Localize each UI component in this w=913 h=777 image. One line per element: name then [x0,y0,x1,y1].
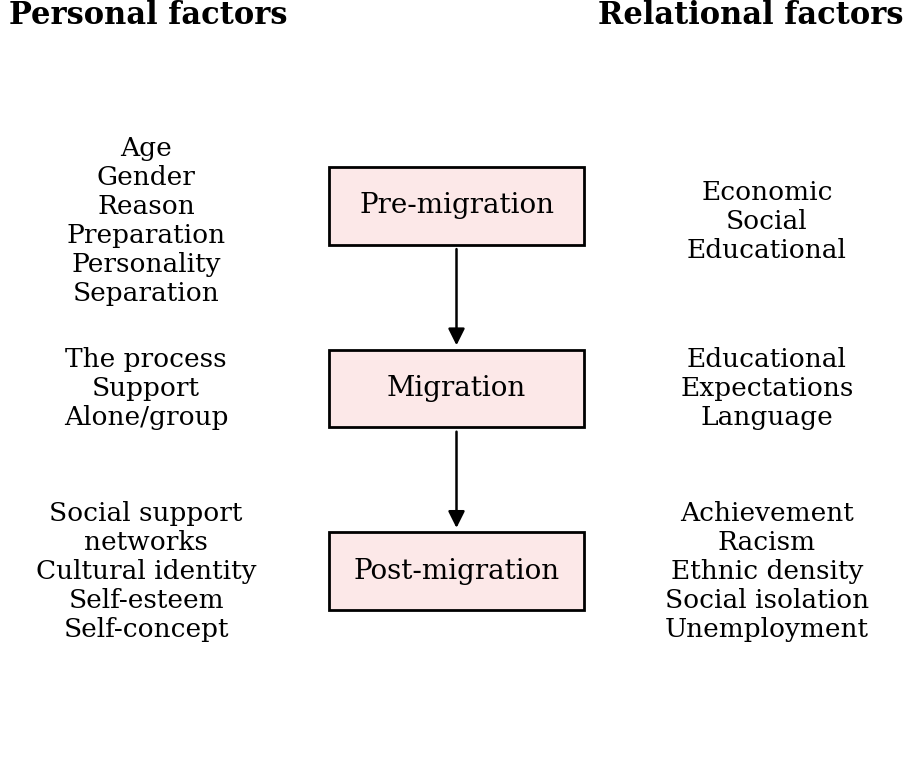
Text: Personal factors: Personal factors [9,0,288,31]
FancyBboxPatch shape [329,350,584,427]
Text: Relational factors: Relational factors [598,0,904,31]
Text: Educational
Expectations
Language: Educational Expectations Language [680,347,854,430]
Text: Migration: Migration [387,375,526,402]
FancyBboxPatch shape [329,167,584,245]
Text: Post-migration: Post-migration [353,558,560,584]
Text: Social support
networks
Cultural identity
Self-esteem
Self-concept: Social support networks Cultural identit… [36,500,257,642]
Text: The process
Support
Alone/group: The process Support Alone/group [64,347,228,430]
Text: Economic
Social
Educational: Economic Social Educational [687,180,847,263]
Text: Pre-migration: Pre-migration [359,193,554,219]
FancyBboxPatch shape [329,532,584,610]
Text: Achievement
Racism
Ethnic density
Social isolation
Unemployment: Achievement Racism Ethnic density Social… [665,500,869,642]
Text: Age
Gender
Reason
Preparation
Personality
Separation: Age Gender Reason Preparation Personalit… [67,137,226,306]
